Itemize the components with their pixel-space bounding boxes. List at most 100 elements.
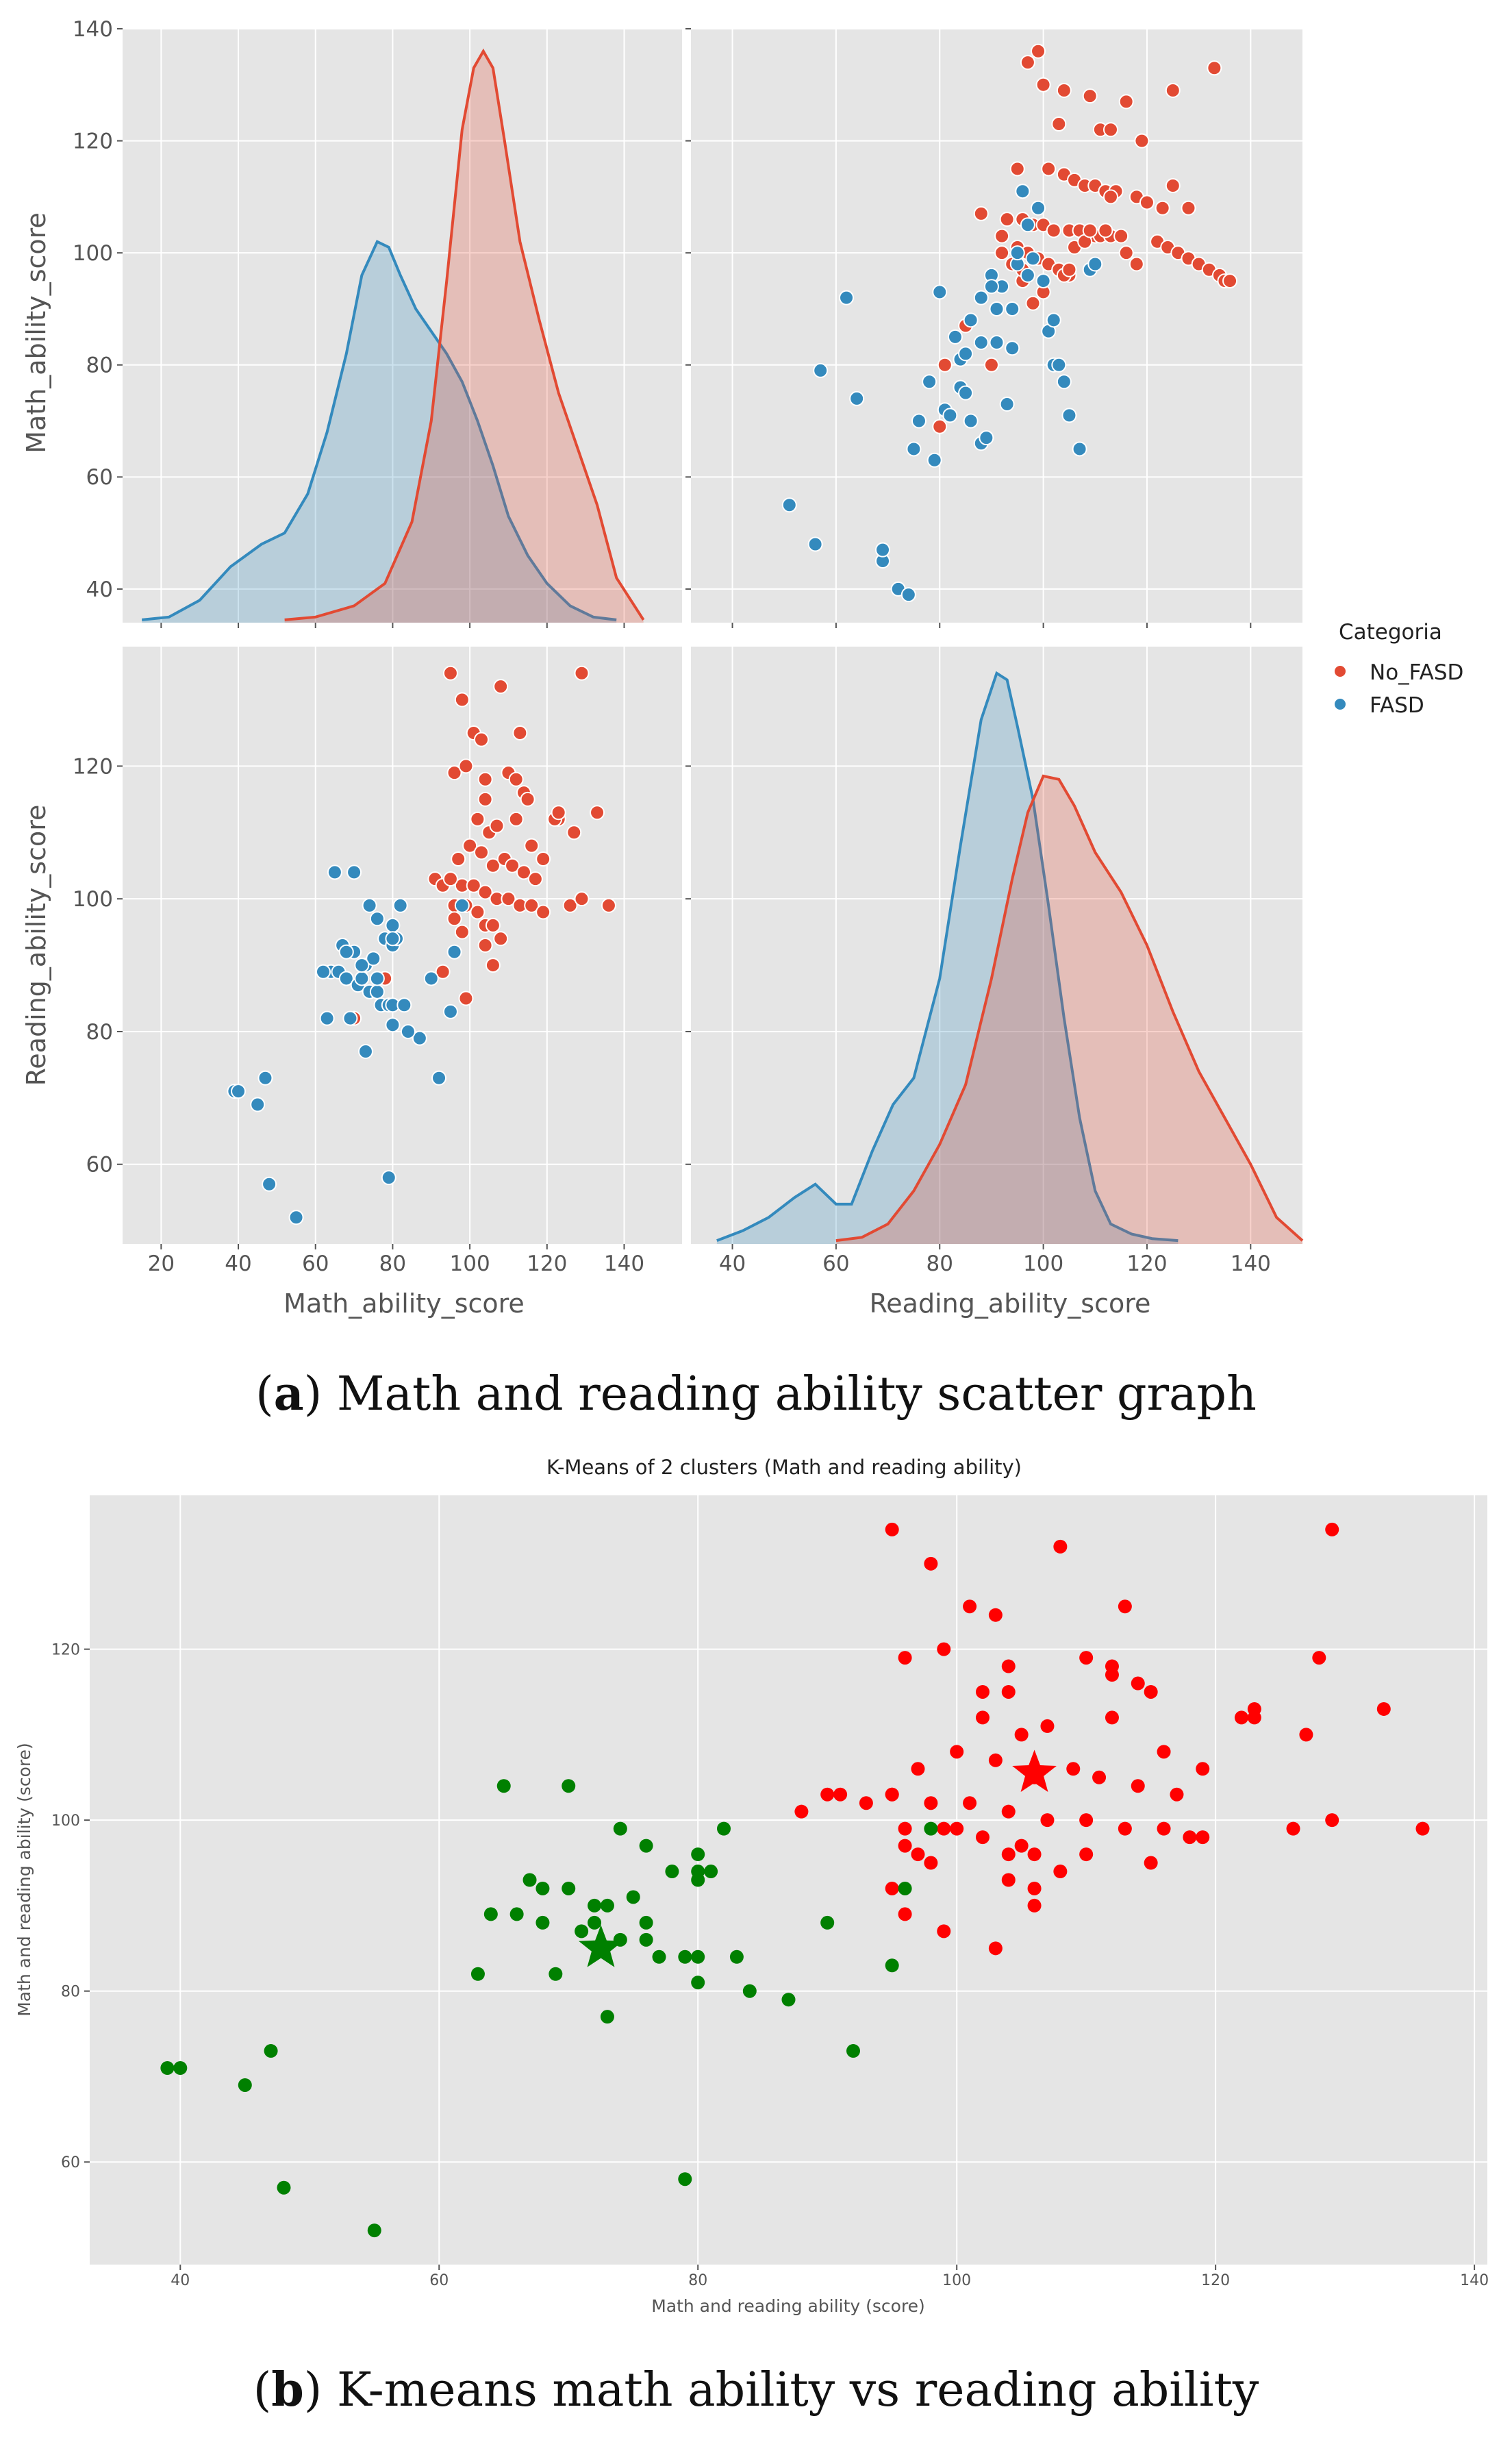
kmeans-point-cluster-1 xyxy=(794,1804,809,1819)
kmeans-point-cluster-2 xyxy=(742,1984,757,1998)
scatter-top-point-no-fasd xyxy=(1118,94,1134,110)
caption-a: (a) Math and reading ability scatter gra… xyxy=(255,1367,1257,1421)
kmeans-point-cluster-2 xyxy=(160,2061,175,2076)
kmeans-point-cluster-2 xyxy=(924,1821,938,1836)
scatter-bottom-point-no-fasd xyxy=(512,725,528,740)
math-kde-fasd-fill xyxy=(142,241,617,623)
scatter-top-point-no-fasd xyxy=(1113,228,1129,244)
math-kde-tick-label-y: 80 xyxy=(86,353,113,378)
kmeans-point-cluster-2 xyxy=(562,1779,576,1793)
scatter-top-point-no-fasd xyxy=(1082,88,1098,104)
kmeans-point-cluster-2 xyxy=(678,2172,692,2186)
kmeans-point-cluster-1 xyxy=(1325,1813,1339,1828)
scatter-bottom-tick-label-x: 80 xyxy=(379,1251,406,1276)
kmeans-point-cluster-2 xyxy=(483,1907,498,1921)
kmeans-point-cluster-1 xyxy=(898,1907,912,1921)
caption-b-letter: b xyxy=(271,2363,304,2417)
scatter-top-point-fasd xyxy=(900,587,916,603)
scatter-bottom-point-no-fasd xyxy=(524,897,540,913)
kmeans-point-cluster-2 xyxy=(704,1865,718,1879)
kmeans-point-cluster-2 xyxy=(652,1949,666,1964)
scatter-top-point-fasd xyxy=(922,374,937,390)
kmeans-point-cluster-1 xyxy=(1001,1804,1016,1819)
kmeans-point-cluster-1 xyxy=(820,1787,835,1802)
scatter-top-point-no-fasd xyxy=(1134,133,1150,149)
kmeans-point-cluster-1 xyxy=(1027,1898,1042,1913)
kmeans-point-cluster-2 xyxy=(367,2223,381,2238)
scatter-top-point-fasd xyxy=(911,413,927,429)
scatter-bottom-point-no-fasd xyxy=(516,864,531,880)
scatter-bottom-point-no-fasd xyxy=(524,838,540,854)
kmeans-point-cluster-1 xyxy=(963,1796,977,1810)
scatter-bottom-point-fasd xyxy=(342,1010,358,1026)
kmeans-point-cluster-2 xyxy=(729,1949,744,1964)
kmeans-point-cluster-1 xyxy=(1131,1779,1145,1793)
kmeans-point-cluster-1 xyxy=(1079,1651,1094,1665)
kmeans-point-cluster-1 xyxy=(1170,1787,1184,1802)
scatter-top-point-fasd xyxy=(963,413,979,429)
scatter-bottom-point-no-fasd xyxy=(485,917,501,933)
scatter-bottom-point-fasd xyxy=(346,864,362,880)
kmeans-point-cluster-1 xyxy=(1027,1847,1042,1862)
scatter-top-point-fasd xyxy=(906,441,922,457)
kmeans-point-cluster-2 xyxy=(549,1967,563,1981)
kmeans-point-cluster-2 xyxy=(522,1873,537,1887)
scatter-bottom-point-no-fasd xyxy=(508,771,524,787)
scatter-bottom-point-fasd xyxy=(423,971,439,986)
scatter-bottom-point-no-fasd xyxy=(466,877,481,893)
reading-kde-tick-label-x: 60 xyxy=(822,1251,849,1276)
reading-kde-tick-label-x: 120 xyxy=(1126,1251,1167,1276)
scatter-top-point-no-fasd xyxy=(1118,245,1134,261)
kmeans-point-cluster-1 xyxy=(950,1745,964,1759)
scatter-top-point-fasd xyxy=(875,542,891,558)
kmeans-point-cluster-1 xyxy=(1001,1684,1016,1699)
kmeans-point-cluster-1 xyxy=(1066,1762,1081,1776)
scatter-bottom-point-fasd xyxy=(319,1010,335,1026)
kmeans-point-cluster-1 xyxy=(1299,1728,1313,1742)
scatter-top-point-no-fasd xyxy=(937,357,953,373)
kmeans-point-cluster-1 xyxy=(975,1710,990,1725)
scatter-bottom-point-no-fasd xyxy=(485,958,501,973)
scatter-bottom-point-fasd xyxy=(315,964,331,980)
scatter-top-point-no-fasd xyxy=(1129,256,1144,272)
math-kde-tick-label-y: 60 xyxy=(86,465,113,490)
kmeans-point-cluster-1 xyxy=(898,1839,912,1853)
scatter-bottom-point-no-fasd xyxy=(493,931,509,947)
scatter-bottom-point-fasd xyxy=(354,958,370,973)
reading-kde-no-fasd-fill xyxy=(835,775,1302,1244)
scatter-bottom-point-no-fasd xyxy=(536,904,551,920)
scatter-bottom-tick-label-x: 40 xyxy=(225,1251,251,1276)
scatter-top-point-fasd xyxy=(947,329,963,345)
kmeans-tick-label-y: 100 xyxy=(51,1812,80,1830)
scatter-bottom-point-fasd xyxy=(338,971,354,986)
kmeans-point-cluster-1 xyxy=(924,1796,938,1810)
scatter-bottom-point-no-fasd xyxy=(501,891,516,907)
scatter-top-point-fasd xyxy=(1035,273,1051,289)
math-kde-tick-label-y: 140 xyxy=(73,17,113,42)
kmeans-point-cluster-2 xyxy=(691,1847,705,1862)
scatter-top-point-no-fasd xyxy=(1082,223,1098,238)
kmeans-point-cluster-1 xyxy=(1079,1813,1094,1828)
scatter-bottom-point-no-fasd xyxy=(520,791,536,807)
kmeans-point-cluster-1 xyxy=(911,1762,925,1776)
kmeans-point-cluster-1 xyxy=(1014,1728,1029,1742)
kmeans-point-cluster-2 xyxy=(691,1976,705,1990)
scatter-top-point-fasd xyxy=(1025,251,1041,266)
scatter-bottom-point-no-fasd xyxy=(477,884,493,900)
pair-ylabel-math: Math_ability_score xyxy=(21,212,51,453)
scatter-top-point-no-fasd xyxy=(932,419,948,434)
kmeans-centroid-cluster-2 xyxy=(579,1925,623,1967)
legend-marker-fasd xyxy=(1333,697,1347,711)
scatter-top-point-fasd xyxy=(989,335,1005,351)
panel-scatter-bottom xyxy=(123,647,682,1244)
scatter-bottom-point-fasd xyxy=(354,971,370,986)
kmeans-point-cluster-1 xyxy=(1040,1719,1055,1733)
caption-a-text: ) Math and reading ability scatter graph xyxy=(304,1367,1257,1421)
scatter-bottom-point-fasd xyxy=(362,897,377,913)
scatter-top-point-fasd xyxy=(932,284,948,300)
scatter-top-point-no-fasd xyxy=(994,228,1010,244)
reading-kde-tick-label-x: 40 xyxy=(719,1251,746,1276)
scatter-bottom-point-fasd xyxy=(262,1176,277,1192)
pair-ylabel-reading: Reading_ability_score xyxy=(21,805,51,1086)
kmeans-point-cluster-1 xyxy=(1118,1599,1132,1614)
